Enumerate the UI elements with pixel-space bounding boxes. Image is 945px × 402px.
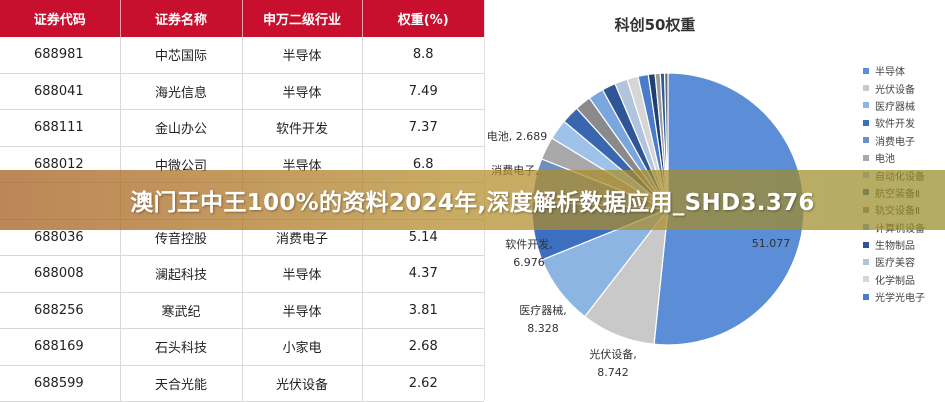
table-row: 688599 天合光能 光伏设备 2.62 xyxy=(0,365,484,402)
table-header-row: 证券代码 证券名称 申万二级行业 权重(%) xyxy=(0,0,484,37)
legend-label: 医疗美容 xyxy=(875,258,915,270)
legend-swatch xyxy=(863,293,869,300)
chart-title: 科创50权重 xyxy=(614,16,696,34)
data-label: 软件开发, xyxy=(505,237,553,251)
legend-swatch xyxy=(863,67,869,74)
cell-weight: 7.37 xyxy=(362,109,484,147)
cell-name: 寒武纪 xyxy=(120,292,243,329)
cell-weight: 4.37 xyxy=(362,255,484,293)
cell-weight: 3.81 xyxy=(362,292,484,329)
legend-swatch xyxy=(863,85,869,92)
cell-industry: 半导体 xyxy=(242,37,363,74)
table-row: 688256 寒武纪 半导体 3.81 xyxy=(0,292,484,329)
cell-industry: 光伏设备 xyxy=(242,365,363,402)
cell-code: 688981 xyxy=(0,37,121,74)
legend-item: 生物制品 xyxy=(863,236,945,253)
cell-weight: 2.62 xyxy=(362,365,484,402)
cell-weight: 2.68 xyxy=(362,328,484,366)
legend-label: 医疗器械 xyxy=(875,101,915,113)
table-row: 688041 海光信息 半导体 7.49 xyxy=(0,73,484,110)
cell-industry: 半导体 xyxy=(242,292,363,329)
cell-industry: 软件开发 xyxy=(242,109,363,147)
cell-name: 石头科技 xyxy=(120,328,243,366)
legend-swatch xyxy=(863,241,869,248)
cell-industry: 半导体 xyxy=(242,73,363,110)
header-name: 证券名称 xyxy=(120,0,243,37)
data-label-value: 6.976 xyxy=(513,256,545,269)
data-label: 光伏设备, xyxy=(589,347,637,361)
legend-item: 医疗器械 xyxy=(863,97,945,114)
legend-label: 软件开发 xyxy=(875,119,915,131)
table-row: 688981 中芯国际 半导体 8.8 xyxy=(0,37,484,74)
legend-label: 光学光电子 xyxy=(875,293,925,305)
cell-name: 金山办公 xyxy=(120,109,243,147)
cell-code: 688599 xyxy=(0,365,121,402)
legend-swatch xyxy=(863,154,869,161)
legend-swatch xyxy=(863,258,869,265)
overlay-banner: 澳门王中王100%的资料2024年,深度解析数据应用_SHD3.376 xyxy=(0,170,945,230)
cell-code: 688041 xyxy=(0,73,121,110)
table-row: 688008 澜起科技 半导体 4.37 xyxy=(0,255,484,293)
legend-item: 医疗美容 xyxy=(863,253,945,270)
cell-code: 688169 xyxy=(0,328,121,366)
cell-industry: 半导体 xyxy=(242,255,363,293)
header-weight: 权重(%) xyxy=(362,0,484,37)
banner-text: 澳门王中王100%的资料2024年,深度解析数据应用_SHD3.376 xyxy=(130,190,815,216)
table-row: 688111 金山办公 软件开发 7.37 xyxy=(0,109,484,147)
data-label: 电池, 2.689 xyxy=(487,130,547,143)
cell-code: 688111 xyxy=(0,109,121,147)
cell-name: 澜起科技 xyxy=(120,255,243,293)
cell-code: 688008 xyxy=(0,255,121,293)
legend-label: 消费电子 xyxy=(875,136,915,148)
data-label: 医疗器械, xyxy=(519,303,567,317)
legend-item: 消费电子 xyxy=(863,132,945,149)
legend-item: 光伏设备 xyxy=(863,79,945,96)
legend-label: 生物制品 xyxy=(875,241,915,253)
cell-name: 海光信息 xyxy=(120,73,243,110)
data-label-value: 51.077 xyxy=(752,237,791,250)
data-label-value: 8.328 xyxy=(527,322,559,335)
legend-swatch xyxy=(863,119,869,126)
data-label-value: 8.742 xyxy=(597,366,629,379)
cell-weight: 7.49 xyxy=(362,73,484,110)
legend-label: 光伏设备 xyxy=(875,84,915,96)
legend-item: 半导体 xyxy=(863,62,945,79)
legend-label: 电池 xyxy=(875,154,895,166)
header-industry: 申万二级行业 xyxy=(242,0,363,37)
legend-swatch xyxy=(863,137,869,144)
cell-weight: 8.8 xyxy=(362,37,484,74)
cell-industry: 小家电 xyxy=(242,328,363,366)
cell-code: 688256 xyxy=(0,292,121,329)
legend-item: 化学制品 xyxy=(863,271,945,288)
header-code: 证券代码 xyxy=(0,0,121,37)
legend-label: 化学制品 xyxy=(875,275,915,287)
legend-label: 半导体 xyxy=(875,67,905,79)
legend-swatch xyxy=(863,102,869,109)
legend-swatch xyxy=(863,276,869,283)
legend-item: 软件开发 xyxy=(863,114,945,131)
cell-name: 天合光能 xyxy=(120,365,243,402)
legend-item: 电池 xyxy=(863,149,945,166)
legend-item: 光学光电子 xyxy=(863,288,945,305)
cell-name: 中芯国际 xyxy=(120,37,243,74)
table-row: 688169 石头科技 小家电 2.68 xyxy=(0,328,484,366)
